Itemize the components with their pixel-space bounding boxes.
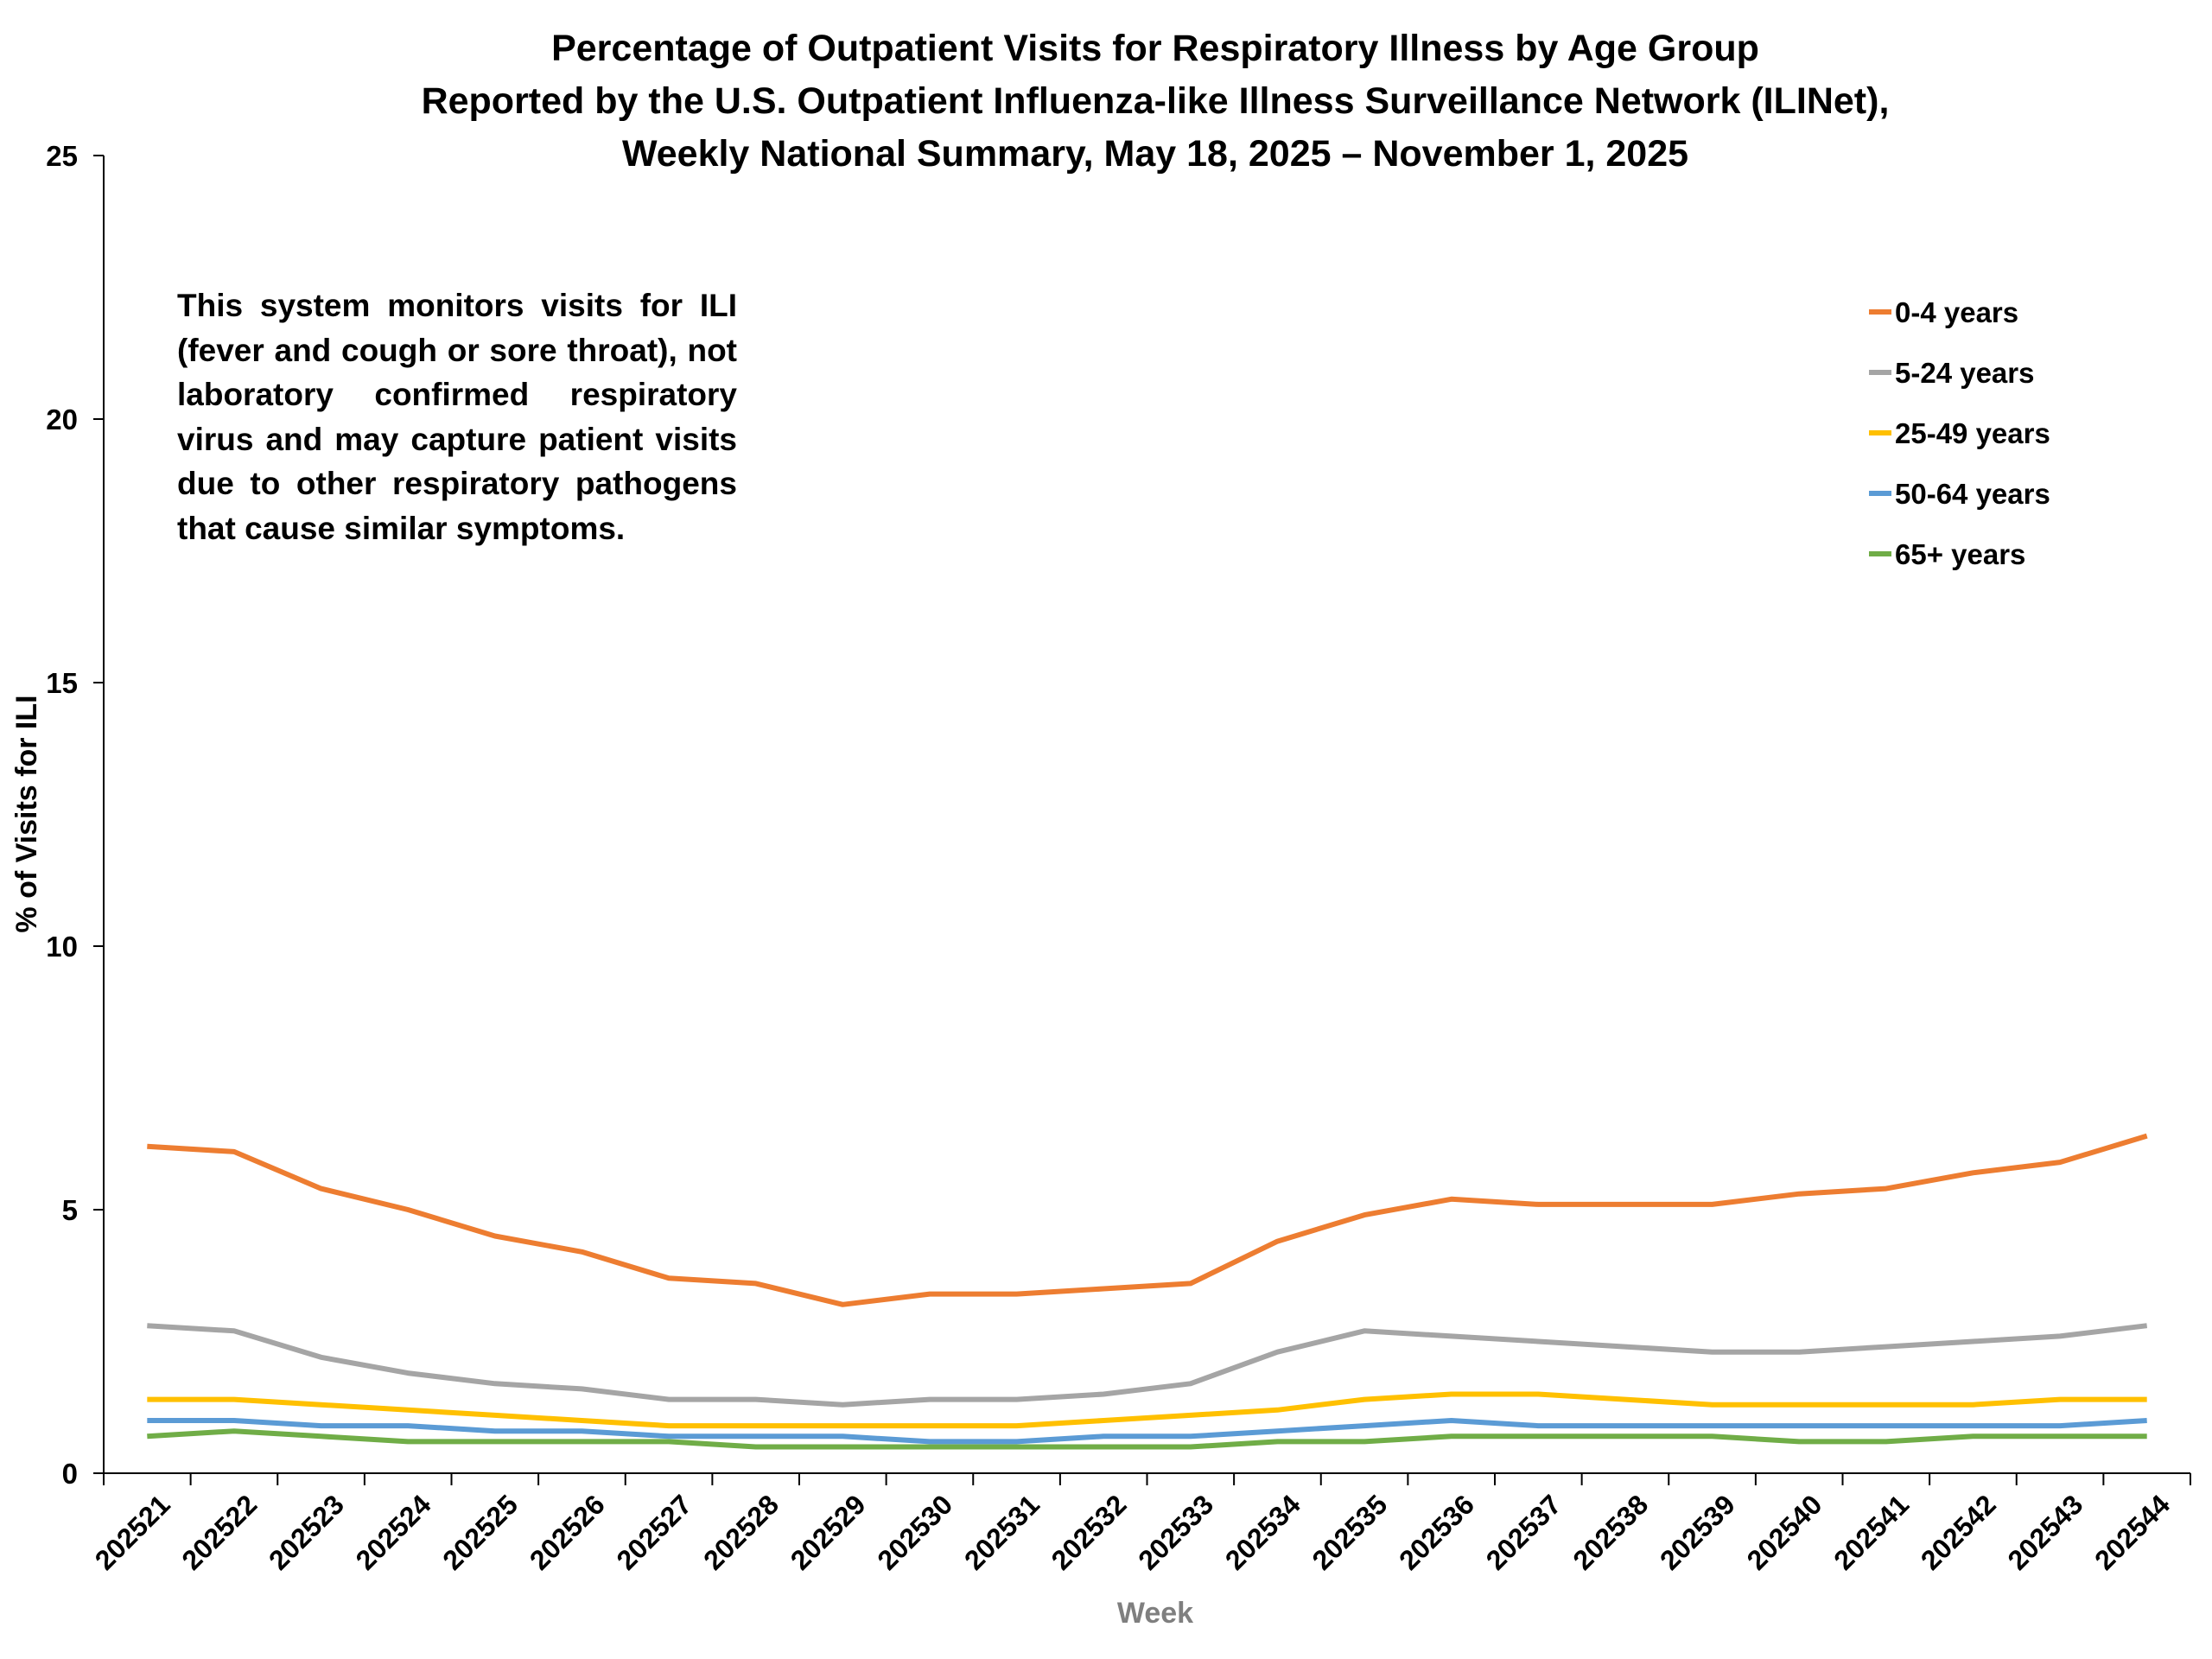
x-tick-label: 202536 <box>1393 1489 1480 1576</box>
x-tick-label: 202539 <box>1654 1489 1741 1576</box>
x-axis-label: Week <box>1117 1597 1193 1630</box>
x-tick-label: 202532 <box>1046 1489 1133 1576</box>
x-tick-label: 202523 <box>263 1489 350 1576</box>
legend-label: 0-4 years <box>1895 296 2018 328</box>
y-tick-label: 20 <box>46 404 78 435</box>
legend-label: 65+ years <box>1895 538 2025 570</box>
x-tick-label: 202541 <box>1827 1489 1915 1576</box>
x-tick-label: 202543 <box>2001 1489 2088 1576</box>
legend-label: 50-64 years <box>1895 478 2050 510</box>
x-tick-label: 202521 <box>89 1489 176 1576</box>
series-line <box>147 1133 2148 1307</box>
series-line <box>147 1418 2147 1445</box>
x-tick-label: 202533 <box>1132 1489 1219 1576</box>
series-line <box>147 1428 2147 1450</box>
x-tick-label: 202542 <box>1915 1489 2002 1576</box>
y-tick-label: 25 <box>46 140 78 172</box>
x-tick-label: 202531 <box>958 1489 1046 1576</box>
x-tick-label: 202522 <box>175 1489 263 1576</box>
y-tick-label: 10 <box>46 931 78 963</box>
x-tick-label: 202544 <box>2088 1489 2176 1576</box>
y-axis-label: % of Visits for ILI <box>10 695 43 932</box>
x-tick-label: 202529 <box>785 1489 872 1576</box>
x-tick-label: 202534 <box>1219 1489 1306 1576</box>
y-tick-label: 5 <box>62 1194 78 1226</box>
legend-label: 25-49 years <box>1895 417 2050 449</box>
x-tick-label: 202530 <box>871 1489 958 1576</box>
x-tick-label: 202526 <box>524 1489 611 1576</box>
annotation: This system monitors visits for ILI (fev… <box>177 288 737 546</box>
x-tick-label: 202537 <box>1480 1489 1567 1576</box>
chart-title: Weekly National Summary, May 18, 2025 – … <box>622 133 1688 175</box>
legend-label: 5-24 years <box>1895 357 2034 389</box>
y-tick-label: 15 <box>46 667 78 699</box>
x-tick-label: 202535 <box>1306 1489 1393 1576</box>
x-tick-label: 202527 <box>610 1489 697 1576</box>
x-tick-label: 202525 <box>436 1489 524 1576</box>
y-tick-label: 0 <box>62 1458 78 1490</box>
series-line <box>147 1391 2147 1429</box>
chart-title: Reported by the U.S. Outpatient Influenz… <box>422 80 1890 122</box>
x-tick-label: 202540 <box>1741 1489 1828 1576</box>
series-line <box>147 1323 2148 1408</box>
x-tick-label: 202538 <box>1567 1489 1654 1576</box>
x-tick-label: 202524 <box>350 1489 437 1576</box>
x-tick-label: 202528 <box>697 1489 785 1576</box>
chart-title: Percentage of Outpatient Visits for Resp… <box>551 28 1759 69</box>
